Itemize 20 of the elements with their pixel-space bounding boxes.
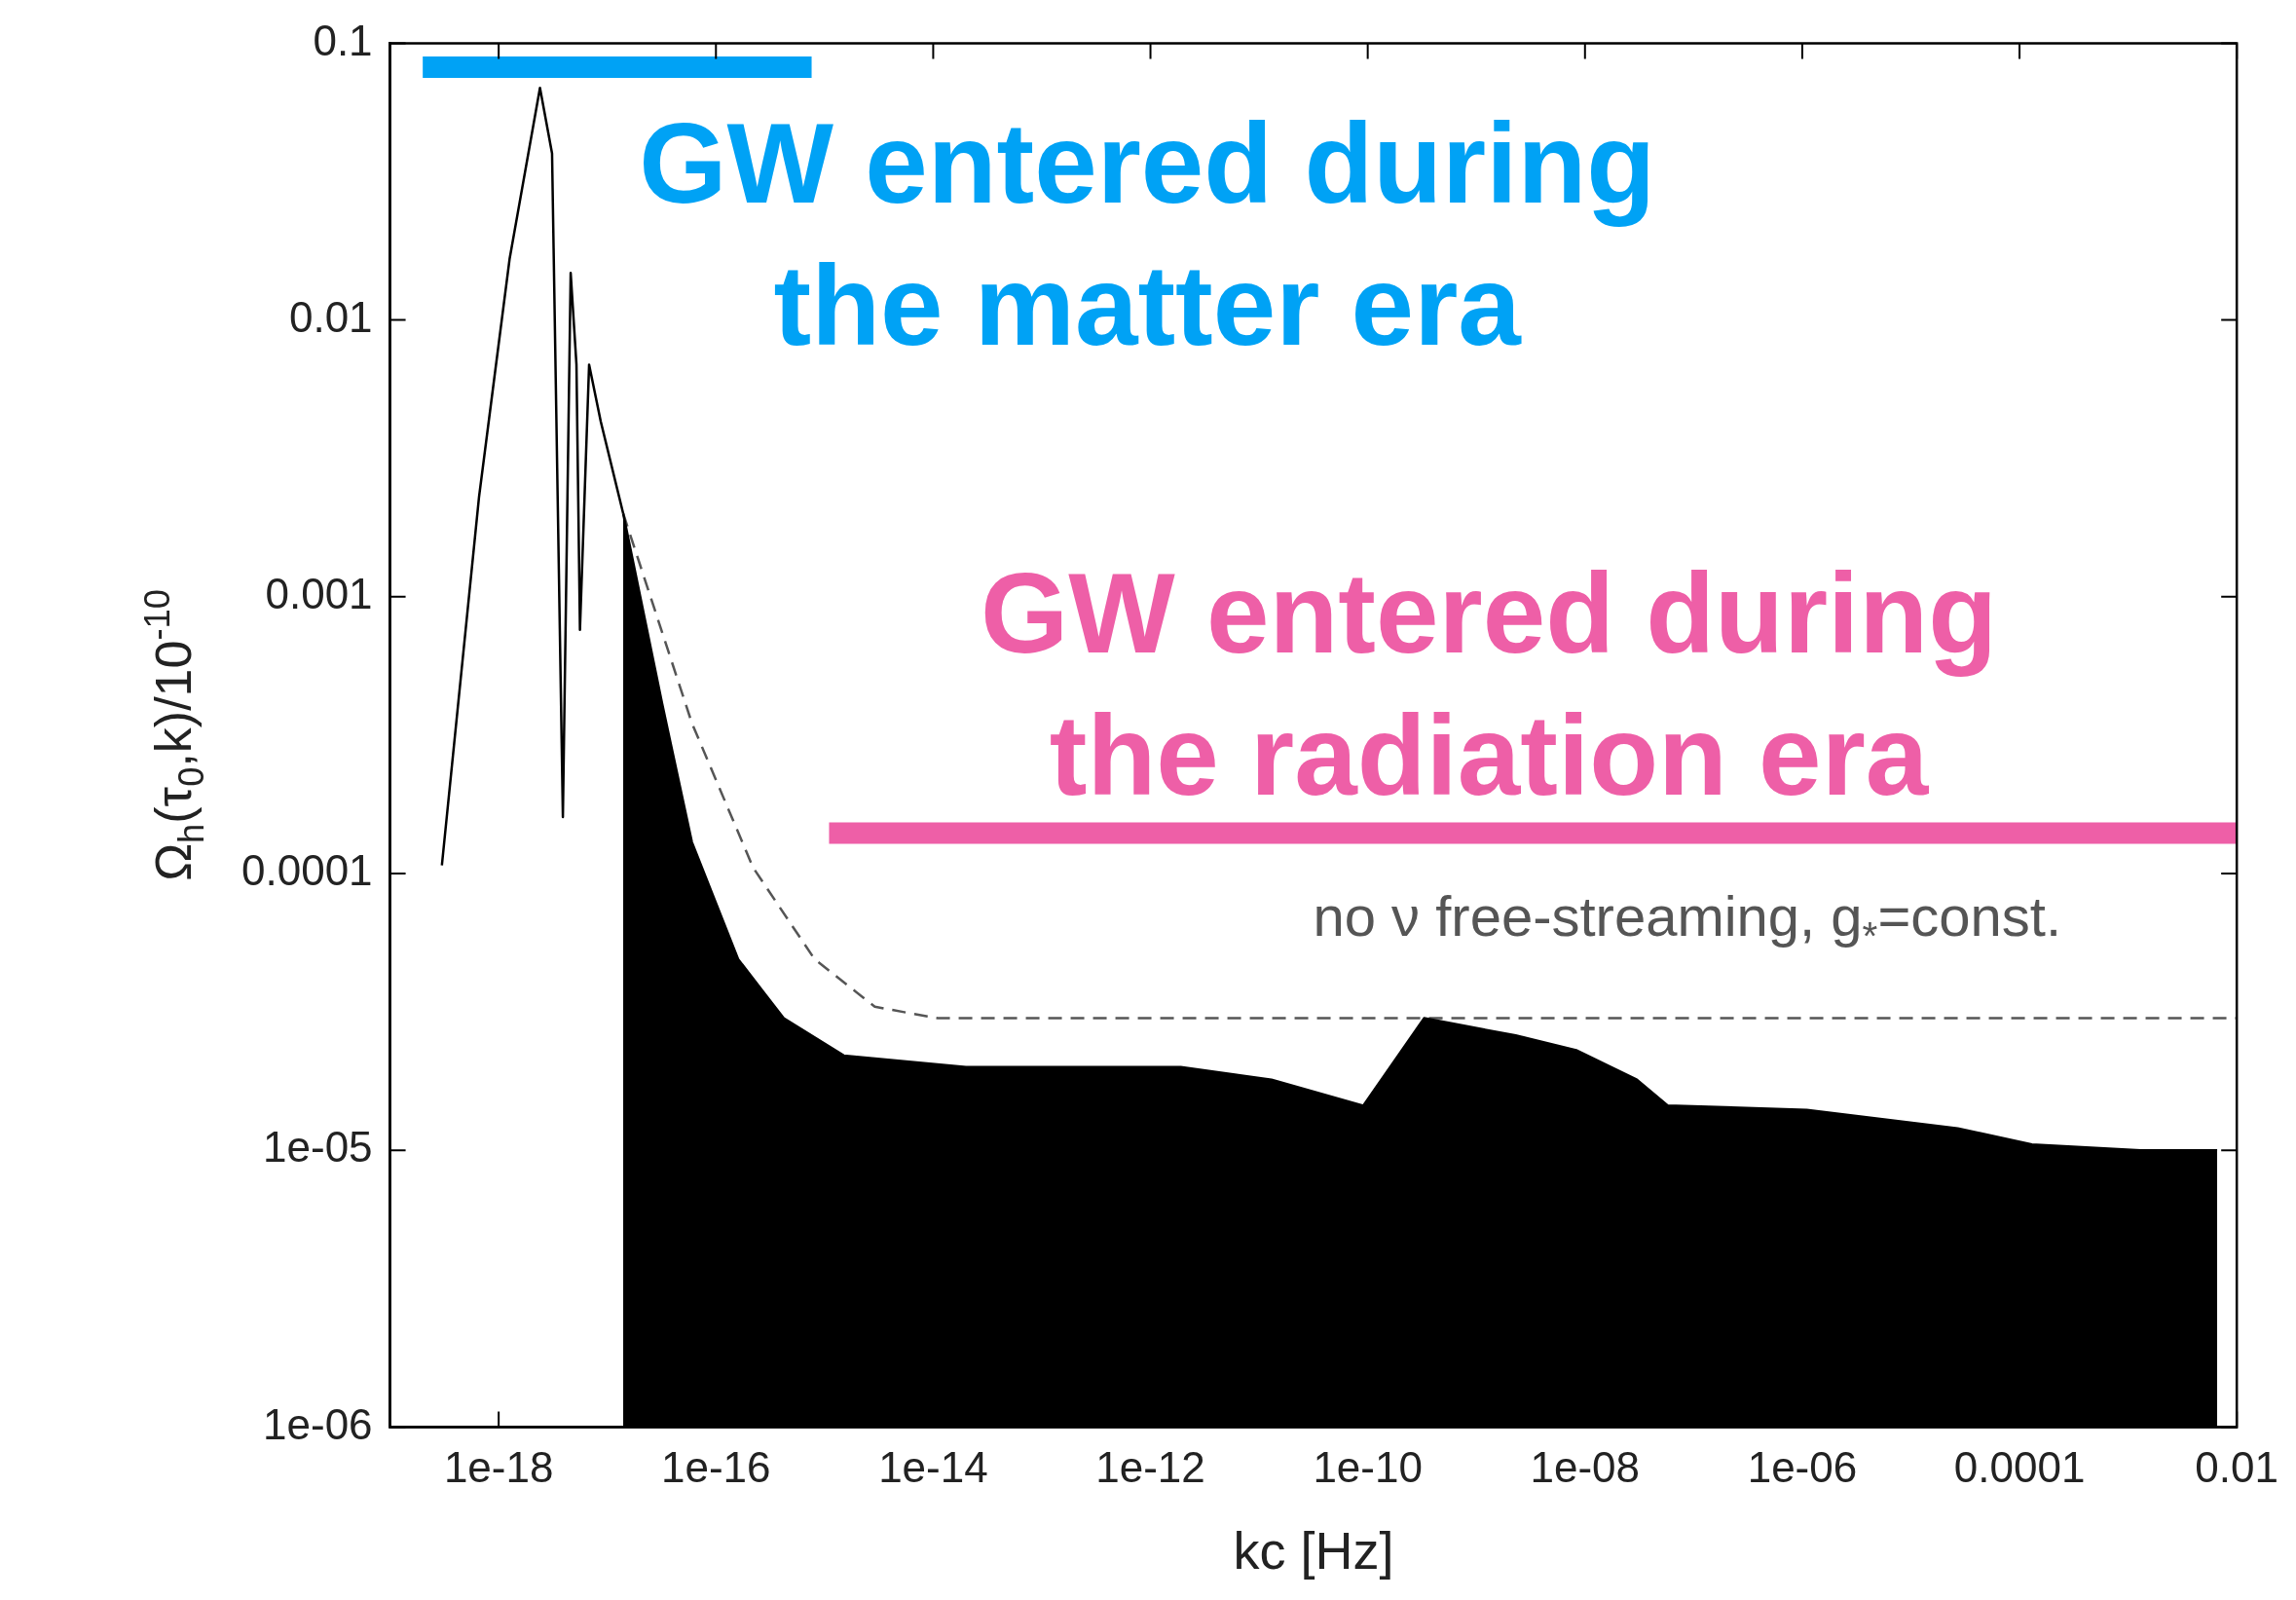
x-tick-label: 1e-18	[443, 1442, 554, 1491]
y-tick-label: 0.01	[288, 292, 373, 341]
y-tick-label: 1e-05	[263, 1123, 373, 1172]
series-label: no ν free-streaming, g*=const.	[1313, 883, 2062, 959]
x-tick-label: 1e-06	[1747, 1442, 1858, 1491]
x-tick-label: 0.0001	[1953, 1442, 2086, 1491]
x-tick-label: 1e-08	[1530, 1442, 1641, 1491]
y-tick-label: 1e-06	[263, 1399, 373, 1448]
x-tick-label: 0.01	[2195, 1442, 2278, 1491]
x-tick-label: 1e-14	[878, 1442, 988, 1491]
x-axis-title: kc [Hz]	[1233, 1521, 1394, 1581]
series-label: GW entered during the radiation era	[981, 549, 1998, 819]
y-tick-label: 0.0001	[241, 846, 373, 895]
y-tick-label: 0.001	[265, 569, 373, 617]
y-tick-label: 0.1	[313, 16, 373, 64]
y-axis-title: Ωh(τ0,k)/10-10	[136, 588, 211, 881]
x-tick-label: 1e-10	[1313, 1442, 1423, 1491]
x-tick-label: 1e-16	[661, 1442, 771, 1491]
series-label: GW entered during the matter era	[639, 99, 1656, 370]
x-tick-label: 1e-12	[1095, 1442, 1205, 1491]
